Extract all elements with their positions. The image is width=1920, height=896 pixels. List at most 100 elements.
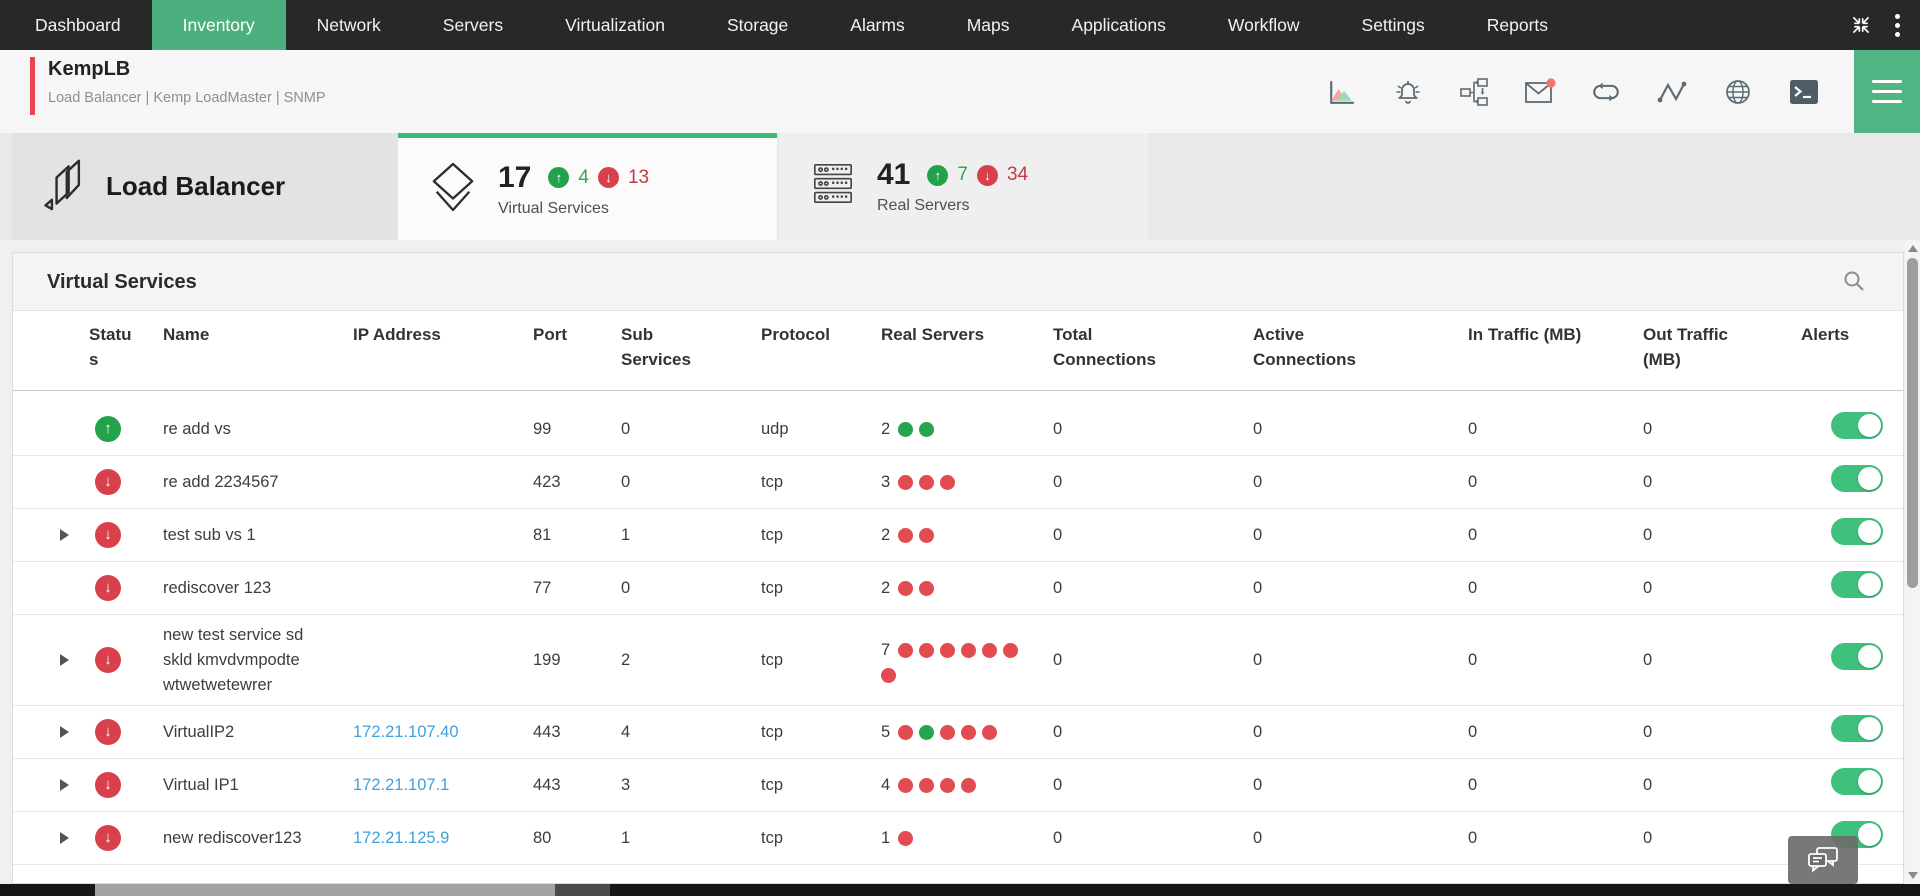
total-connections-value: 0 xyxy=(1053,775,1063,794)
real-server-dot-down xyxy=(961,724,977,740)
col-out-traffic[interactable]: Out Traffic (MB) xyxy=(1643,325,1729,369)
horizontal-scrollbar-thumb[interactable] xyxy=(95,884,555,896)
port-value: 199 xyxy=(533,650,561,669)
service-name[interactable]: rediscover 123 xyxy=(163,578,272,597)
col-port[interactable]: Port xyxy=(533,325,567,344)
ip-address-link[interactable]: 172.21.107.40 xyxy=(353,722,459,741)
table-row[interactable]: re add 2234567 423 0 tcp 3 0 0 0 0 xyxy=(13,456,1903,509)
expand-arrow-icon[interactable] xyxy=(60,726,69,739)
expand-arrow-icon[interactable] xyxy=(60,654,69,667)
table-row[interactable]: VirtualIP2 172.21.107.40 443 4 tcp 5 0 0… xyxy=(13,706,1903,760)
col-status[interactable]: Status xyxy=(89,325,132,369)
table-row[interactable]: new test service sd skld kmvdvmpodte wtw… xyxy=(13,615,1903,707)
alerts-toggle[interactable] xyxy=(1831,570,1883,598)
real-servers-up-count: 7 xyxy=(957,164,968,185)
sub-services-value: 2 xyxy=(621,650,631,669)
vertical-scrollbar xyxy=(1905,240,1920,884)
collapse-icon[interactable] xyxy=(1850,14,1872,36)
search-icon[interactable] xyxy=(1841,269,1867,295)
nav-item[interactable]: Virtualization xyxy=(565,15,665,35)
col-real-servers[interactable]: Real Servers xyxy=(881,325,985,344)
device-type-tab[interactable]: Load Balancer xyxy=(12,133,398,240)
service-name[interactable]: re add vs xyxy=(163,419,231,438)
col-sub-services[interactable]: Sub Services xyxy=(621,325,691,369)
total-connections-value: 0 xyxy=(1053,722,1063,741)
scroll-down-arrow[interactable] xyxy=(1908,872,1918,879)
ip-address-link[interactable]: 172.21.125.9 xyxy=(353,828,450,847)
real-server-dot-down xyxy=(940,642,956,658)
nav-item[interactable]: Workflow xyxy=(1227,15,1300,35)
globe-icon[interactable] xyxy=(1722,76,1754,108)
workflow-icon[interactable] xyxy=(1458,76,1490,108)
active-connections-value: 0 xyxy=(1253,828,1263,847)
table-row[interactable]: new rediscover123 172.21.125.9 80 1 tcp … xyxy=(13,812,1903,866)
service-name[interactable]: new rediscover123 xyxy=(163,828,302,847)
ip-address-link[interactable]: 172.21.107.1 xyxy=(353,775,450,794)
load-balancer-icon xyxy=(38,156,90,217)
expand-arrow-icon[interactable] xyxy=(60,529,69,541)
col-ip-address[interactable]: IP Address xyxy=(353,325,441,344)
service-name[interactable]: new test service sd skld kmvdvmpodte wtw… xyxy=(163,626,304,694)
table-row[interactable]: Virtual IP1 172.21.107.1 443 3 tcp 4 0 0… xyxy=(13,759,1903,813)
horizontal-scrollbar-segment xyxy=(555,884,610,896)
alerts-toggle[interactable] xyxy=(1831,517,1883,545)
vertical-scrollbar-thumb[interactable] xyxy=(1907,258,1918,588)
terminal-icon[interactable] xyxy=(1788,76,1820,108)
total-connections-value: 0 xyxy=(1053,650,1063,669)
col-name[interactable]: Name xyxy=(163,325,210,344)
tab-virtual-services[interactable]: 17 4 13 Virtual Services xyxy=(398,133,777,240)
expand-arrow-icon[interactable] xyxy=(60,779,69,792)
mail-icon[interactable] xyxy=(1524,76,1556,108)
alarm-bell-icon[interactable] xyxy=(1392,76,1424,108)
alerts-toggle[interactable] xyxy=(1831,464,1883,492)
port-value: 81 xyxy=(533,525,552,544)
service-name[interactable]: re add 2234567 xyxy=(163,472,279,491)
sparkline-icon[interactable] xyxy=(1656,76,1688,108)
nav-item[interactable]: Dashboard xyxy=(35,15,121,35)
expand-arrow-icon[interactable] xyxy=(60,832,69,845)
col-alerts[interactable]: Alerts xyxy=(1801,325,1850,344)
nav-item[interactable]: Alarms xyxy=(850,15,905,35)
service-name[interactable]: Virtual IP1 xyxy=(163,775,239,794)
sub-services-value: 0 xyxy=(621,578,631,597)
nav-item[interactable]: Maps xyxy=(966,15,1010,35)
real-servers-count: 1 xyxy=(881,828,891,847)
tab-real-servers[interactable]: 41 7 34 Real Servers xyxy=(779,133,1148,240)
service-name[interactable]: test sub vs 1 xyxy=(163,525,256,544)
device-status-accent xyxy=(30,57,35,115)
sync-loop-icon[interactable] xyxy=(1590,76,1622,108)
col-protocol[interactable]: Protocol xyxy=(761,325,830,344)
scroll-up-arrow[interactable] xyxy=(1908,245,1918,252)
sub-services-value: 1 xyxy=(621,828,631,847)
col-active-connections[interactable]: Active Connections xyxy=(1253,325,1356,369)
panel-header: Virtual Services xyxy=(13,253,1903,311)
nav-item[interactable]: Servers xyxy=(442,15,504,35)
alerts-toggle[interactable] xyxy=(1831,411,1883,439)
alerts-toggle[interactable] xyxy=(1831,642,1883,670)
col-total-connections[interactable]: Total Connections xyxy=(1053,325,1156,369)
table-body: re add vs 99 0 udp 2 0 0 0 0 xyxy=(13,403,1903,866)
top-nav: Dashboard Inventory Network Servers Virt… xyxy=(0,0,1920,50)
alerts-toggle[interactable] xyxy=(1831,714,1883,742)
out-traffic-value: 0 xyxy=(1643,775,1653,794)
nav-item[interactable]: Settings xyxy=(1361,15,1425,35)
active-connections-value: 0 xyxy=(1253,775,1263,794)
nav-item[interactable]: Network xyxy=(316,15,381,35)
kebab-menu-icon[interactable] xyxy=(1888,13,1906,37)
nav-item[interactable]: Applications xyxy=(1071,15,1166,35)
alerts-toggle[interactable] xyxy=(1831,767,1883,795)
chat-feedback-icon[interactable] xyxy=(1788,836,1858,884)
table-row[interactable]: re add vs 99 0 udp 2 0 0 0 0 xyxy=(13,403,1903,456)
nav-item[interactable]: Storage xyxy=(726,15,789,35)
real-servers-count: 2 xyxy=(881,578,891,597)
service-name[interactable]: VirtualIP2 xyxy=(163,722,235,741)
nav-item[interactable]: Inventory xyxy=(151,0,286,50)
nav-item[interactable]: Reports xyxy=(1486,15,1549,35)
table-row[interactable]: test sub vs 1 81 1 tcp 2 0 0 0 0 xyxy=(13,509,1903,562)
hamburger-menu-icon[interactable] xyxy=(1854,50,1920,133)
real-server-dot-down xyxy=(919,580,935,596)
table-row[interactable]: rediscover 123 77 0 tcp 2 0 0 0 0 xyxy=(13,562,1903,615)
performance-chart-icon[interactable] xyxy=(1326,76,1358,108)
tab-label: Real Servers xyxy=(877,197,970,214)
col-in-traffic[interactable]: In Traffic (MB) xyxy=(1468,325,1582,344)
